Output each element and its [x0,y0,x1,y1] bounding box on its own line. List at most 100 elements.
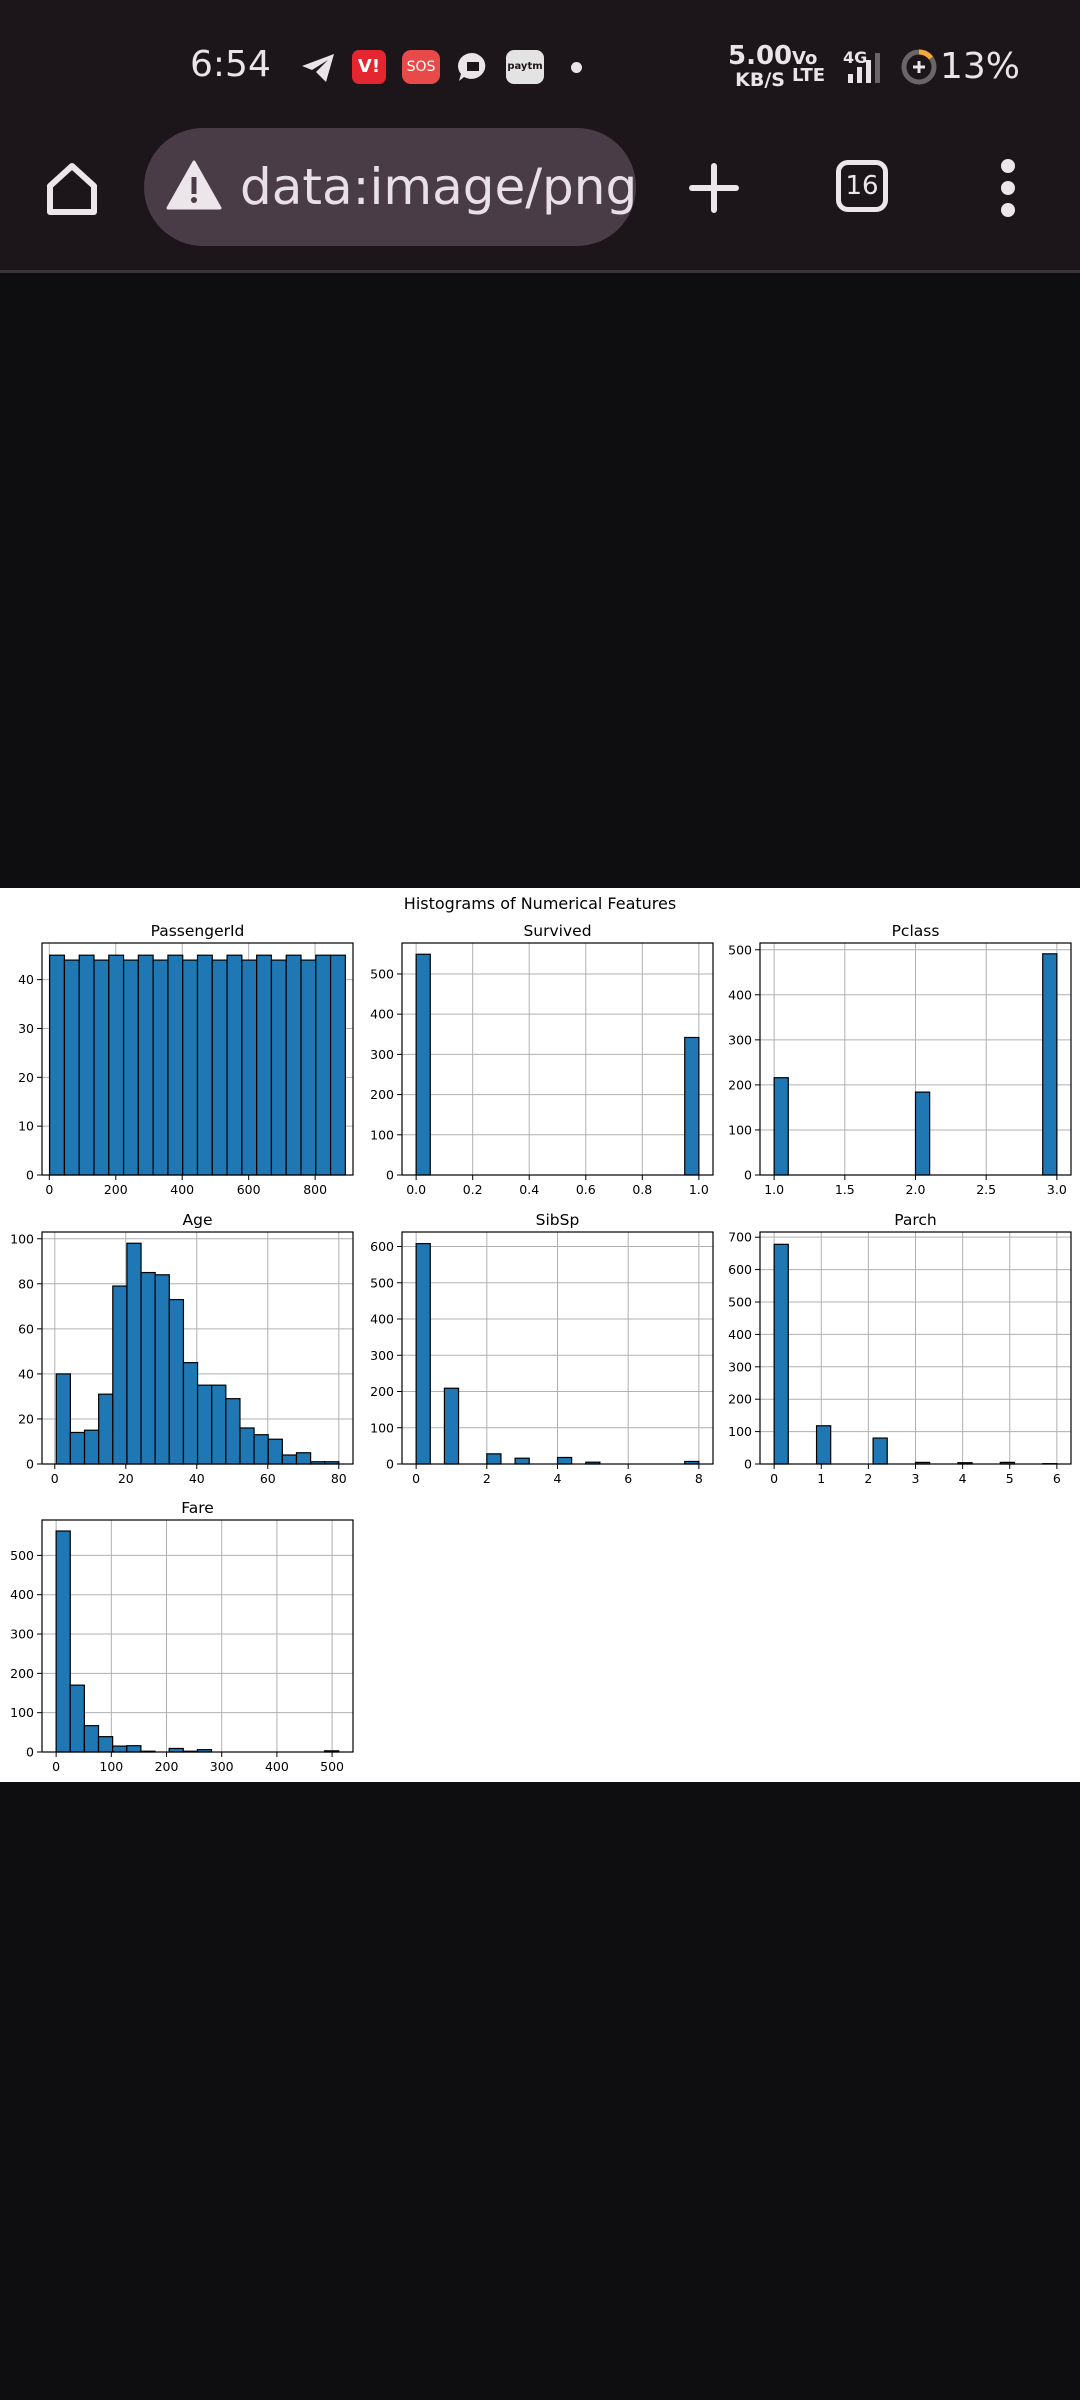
x-tick-label: 6 [1053,1471,1061,1486]
y-tick-label: 300 [728,1359,752,1374]
histogram-bar [83,1725,100,1753]
home-icon[interactable] [42,158,102,218]
y-tick-label: 60 [18,1321,34,1336]
y-tick-label: 300 [10,1627,34,1642]
messaging-icon [458,52,486,81]
x-tick-label: 0.2 [463,1182,483,1197]
net-speed: 5.00 KB/S [728,43,792,92]
x-tick-label: 2.5 [976,1182,996,1197]
plus-icon[interactable] [686,160,742,216]
histogram-bar [83,1429,100,1465]
vi-app-icon: V! [352,50,386,84]
axes-frame [41,1519,354,1753]
y-tick-label: 200 [370,1384,394,1399]
histogram-bar [285,954,302,1176]
y-tick-label: 400 [728,987,752,1002]
x-tick-label: 400 [170,1182,194,1197]
browser-toolbar: data:image/png;base64 16 [0,120,1080,273]
histogram-bar [69,1431,86,1465]
histogram-bar [97,1736,114,1753]
tabs-icon[interactable]: 16 [836,160,888,212]
image-page: Histograms of Numerical Features 0 200 400 6… [0,888,1080,1782]
histogram-bar [126,1745,142,1753]
histogram-bar [196,1384,213,1465]
x-tick-label: 200 [104,1182,128,1197]
x-tick-label: 0 [45,1182,53,1197]
histogram-bar [78,954,95,1176]
histogram-bar [63,959,80,1176]
histogram-bar [914,1091,931,1176]
url-bar[interactable]: data:image/png;base64 [144,128,636,246]
y-tick-label: 100 [10,1231,34,1246]
y-tick-label: 300 [370,1348,394,1363]
y-tick-label: 400 [10,1587,34,1602]
y-tick-label: 200 [728,1392,752,1407]
y-tick-label: 0 [744,1168,752,1183]
x-tick-label: 1.5 [835,1182,855,1197]
tab-count: 16 [845,171,879,201]
y-tick-label: 100 [370,1127,394,1142]
histogram-bar [140,1271,156,1465]
histogram-title: SibSp [536,1211,580,1229]
y-tick-label: 0 [26,1745,34,1760]
y-tick-label: 300 [370,1047,394,1062]
histogram-bar [267,1438,283,1465]
histogram-bar [556,1456,573,1465]
histogram-bar [1042,953,1058,1176]
histogram-bar [295,1452,312,1465]
histogram-survived: 0.0 0.2 0.4 0.6 0.8 1.0 0 100 200 300 400 500 Surviv… [370,922,714,1197]
more-vert-icon[interactable] [990,158,1026,218]
x-tick-label: 2 [864,1471,872,1486]
volte-indicator: Vo LTE [792,50,825,85]
sos-icon: SOS [402,50,440,84]
x-tick-label: 100 [99,1759,123,1774]
x-tick-label: 0 [52,1759,60,1774]
y-tick-label: 10 [18,1119,34,1134]
x-tick-label: 1.0 [689,1182,709,1197]
y-tick-label: 400 [728,1327,752,1342]
y-tick-label: 200 [370,1087,394,1102]
histogram-bar [241,959,258,1176]
x-tick-label: 1.0 [764,1182,784,1197]
dot-icon [571,62,582,73]
y-tick-label: 40 [18,972,34,987]
y-tick-label: 600 [728,1262,752,1277]
battery-saver-icon [901,49,937,85]
histogram-bar [69,1684,85,1753]
histogram-title: Age [183,1211,213,1229]
y-tick-label: 500 [728,942,752,957]
x-tick-label: 400 [265,1759,289,1774]
y-tick-label: 500 [728,1294,752,1309]
histogram-bar [168,1298,185,1465]
histogram-bar [329,954,346,1176]
net-speed-unit: KB/S [735,69,785,91]
histogram-title: Parch [894,1211,937,1229]
paytm-icon: paytm [506,50,544,84]
histogram-bar [253,1434,269,1465]
signal-icon [848,53,880,83]
histogram-bar [98,1393,114,1465]
x-tick-label: 4 [959,1471,967,1486]
histogram-bar [773,1243,789,1465]
histogram-pclass: 1.0 1.5 2.0 2.5 3.0 0 100 200 300 400 500 Pclass [728,922,1072,1197]
x-tick-label: 60 [260,1471,276,1486]
axes-frame [41,942,354,1176]
y-tick-label: 0 [26,1457,34,1472]
y-tick-label: 400 [370,1312,394,1327]
histogram-bar [49,954,66,1176]
x-tick-label: 6 [624,1471,632,1486]
histogram-title: PassengerId [151,922,245,940]
y-tick-label: 200 [10,1666,34,1681]
histogram-bar [684,1036,700,1176]
y-tick-label: 400 [370,1007,394,1022]
y-tick-label: 80 [18,1276,34,1291]
histogram-bar [226,954,243,1176]
y-tick-label: 500 [370,1275,394,1290]
x-tick-label: 3 [912,1471,920,1486]
telegram-icon [302,54,334,82]
y-tick-label: 0 [26,1168,34,1183]
x-tick-label: 4 [554,1471,562,1486]
histogram-bar [211,1384,227,1465]
histogram-bar [55,1530,71,1753]
x-tick-label: 800 [303,1182,327,1197]
